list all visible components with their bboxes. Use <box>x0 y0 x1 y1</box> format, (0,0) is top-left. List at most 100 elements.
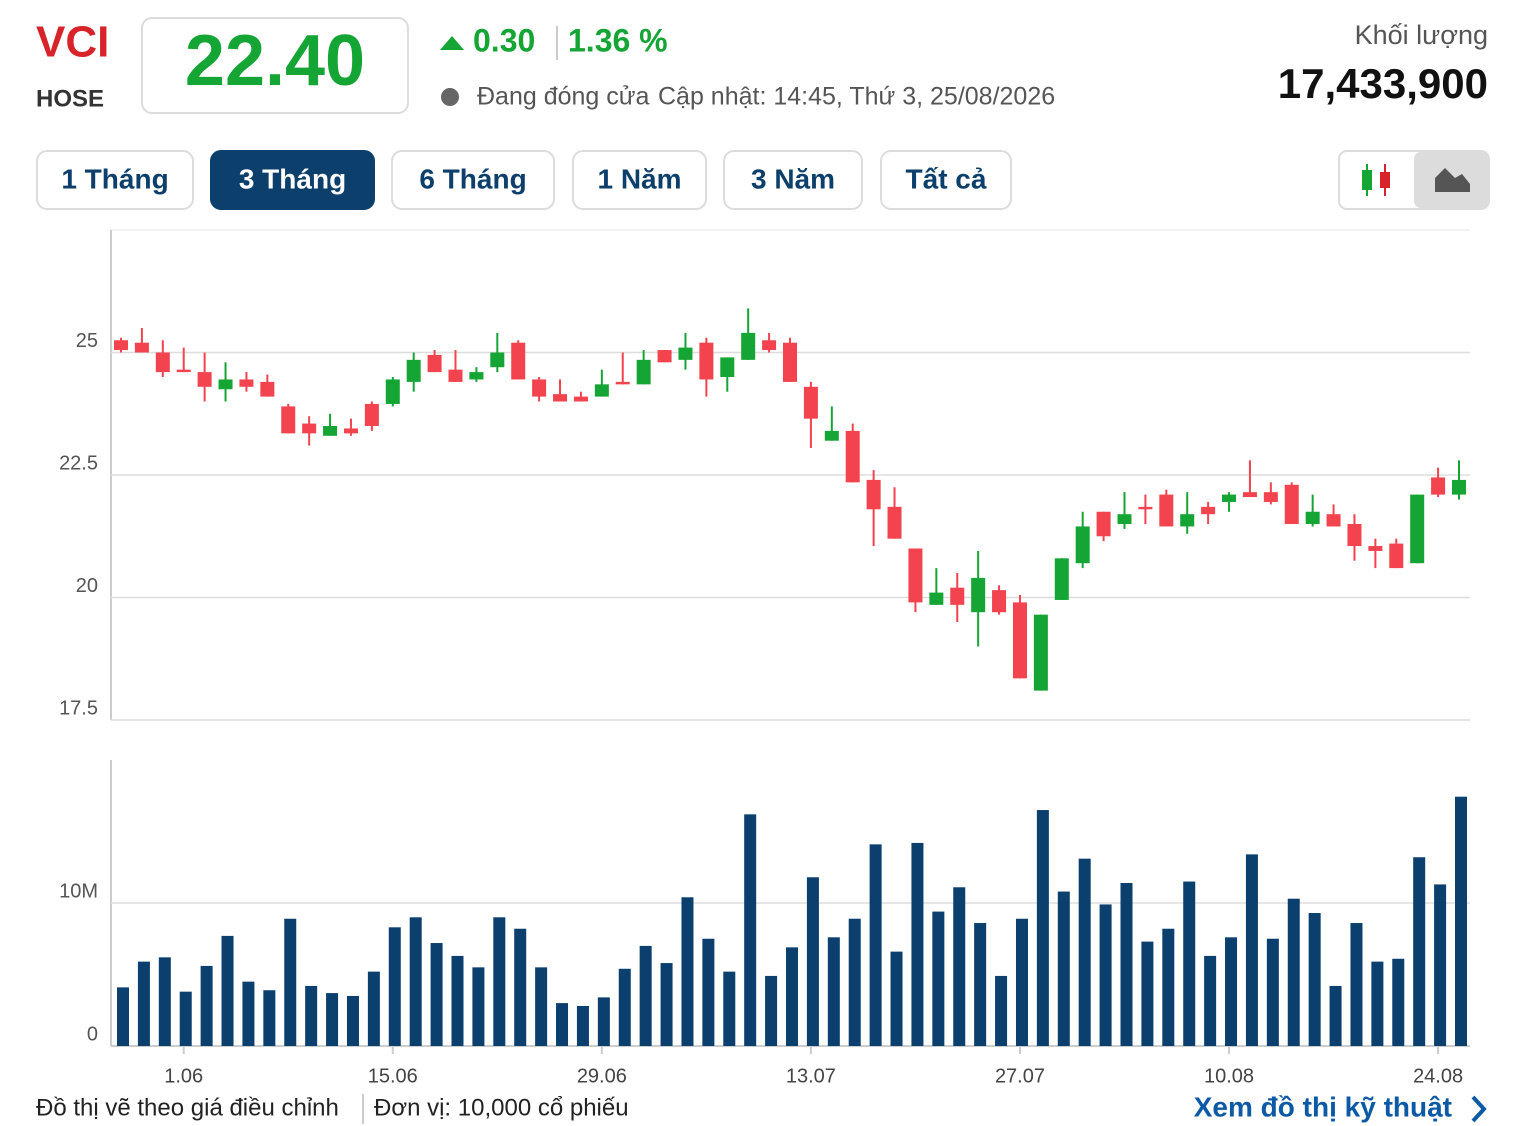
icon-area <box>1435 168 1470 192</box>
volume-bar <box>932 911 945 1046</box>
volume-bar <box>1078 858 1091 1046</box>
volume-bar <box>1245 854 1258 1046</box>
tab-button[interactable] <box>572 150 707 210</box>
volume-bar <box>702 938 715 1046</box>
volume-bar <box>1434 884 1447 1046</box>
exchange: HOSE <box>36 85 104 112</box>
y-tick-label: 20 <box>76 575 98 597</box>
candle-body <box>532 379 547 397</box>
candle-body <box>260 381 275 397</box>
candle-body <box>1347 524 1362 547</box>
tab[interactable]: 3 Năm <box>723 150 863 210</box>
status-dot <box>441 88 459 106</box>
candle-body <box>469 372 484 380</box>
tab-label[interactable]: 1 Tháng <box>61 163 168 194</box>
x-tick-label: 24.08 <box>1413 1065 1463 1087</box>
volume-bar <box>1120 882 1133 1046</box>
tab[interactable]: 1 Tháng <box>36 150 194 210</box>
volume-bar <box>388 927 401 1046</box>
tab-button[interactable] <box>210 150 375 210</box>
status: Đang đóng cửa <box>477 83 650 111</box>
candle-body <box>364 403 379 426</box>
tab[interactable]: 3 Tháng <box>210 150 375 210</box>
candle-body <box>1180 514 1195 527</box>
volume-bar <box>1162 928 1175 1046</box>
volume-bar <box>639 945 652 1046</box>
volume-bar <box>1287 898 1300 1046</box>
ticker: VCI <box>36 18 109 67</box>
volume-bar <box>137 961 150 1046</box>
candle-body <box>1012 602 1027 679</box>
candle-body <box>699 342 714 380</box>
candle-body <box>1389 543 1404 569</box>
tab-button[interactable] <box>723 150 863 210</box>
volume-bar <box>221 935 234 1046</box>
volume-bar <box>953 887 966 1046</box>
tab-label[interactable]: 6 Tháng <box>419 163 526 194</box>
candle-body <box>406 359 421 382</box>
change: 0.30 <box>473 22 535 58</box>
tab-label[interactable]: 3 Tháng <box>239 163 346 194</box>
volume-bar <box>242 981 255 1046</box>
volume-bar <box>1371 961 1384 1046</box>
volume-bar <box>911 842 924 1046</box>
x-tick-label: 15.06 <box>368 1065 418 1087</box>
volume-bar <box>1392 958 1405 1046</box>
tab-button[interactable] <box>391 150 555 210</box>
volume-bar <box>1329 985 1342 1046</box>
candle-body <box>197 372 212 387</box>
y-tick-label: 22.5 <box>59 452 98 474</box>
candle-body <box>1284 484 1299 524</box>
price: 22.40 <box>185 21 365 101</box>
volume-bar <box>1141 941 1154 1046</box>
candle-body <box>1326 514 1341 527</box>
volume-bar <box>514 928 527 1046</box>
tab-button[interactable] <box>880 150 1012 210</box>
volume-bar <box>681 897 694 1046</box>
volume-bar <box>1204 955 1217 1046</box>
candle-body <box>448 369 463 382</box>
tab-label[interactable]: 1 Năm <box>597 163 681 194</box>
volume-bar <box>451 955 464 1046</box>
tab[interactable]: 6 Tháng <box>391 150 555 210</box>
candle-body <box>866 479 881 510</box>
candle-body <box>1431 477 1446 495</box>
x-tick-label: 27.07 <box>995 1065 1045 1087</box>
tab[interactable]: 1 Năm <box>572 150 707 210</box>
candle-body <box>1075 526 1090 564</box>
tech-link[interactable]: Xem đồ thị kỹ thuật <box>1194 1091 1487 1122</box>
volume-bar <box>409 917 422 1046</box>
volume-bar <box>326 993 339 1046</box>
candle-body <box>636 359 651 385</box>
link-text[interactable]: Xem đồ thị kỹ thuật <box>1194 1091 1452 1122</box>
candle-body <box>302 423 317 434</box>
candle-body <box>553 394 568 402</box>
candle-body <box>176 369 191 373</box>
volume-bar <box>618 968 631 1046</box>
tab-label[interactable]: Tất cả <box>906 163 987 194</box>
volume-bar <box>765 975 778 1046</box>
candle-body <box>385 379 400 404</box>
candle-body <box>1033 614 1048 691</box>
y-tick-label: 17.5 <box>59 697 98 719</box>
candle-body <box>511 342 526 380</box>
tab-button[interactable] <box>36 150 194 210</box>
price-box <box>141 17 409 114</box>
tab-label[interactable]: 3 Năm <box>751 163 835 194</box>
volume-bar <box>848 918 861 1046</box>
candle-body <box>323 426 338 436</box>
chart-toggle[interactable] <box>1338 150 1490 210</box>
candle-body <box>1410 494 1425 564</box>
candle-body <box>824 430 839 441</box>
updated: Cập nhật: 14:45, Thứ 3, 25/08/2026 <box>658 83 1055 111</box>
candle-body <box>1138 506 1153 510</box>
candle-body <box>908 548 923 603</box>
candle-body <box>1368 546 1383 551</box>
volume-bar <box>660 963 673 1046</box>
volume-bar <box>1413 857 1426 1046</box>
candle-body <box>134 342 149 353</box>
volume-bar <box>786 947 798 1046</box>
tab[interactable]: Tất cả <box>880 150 1012 210</box>
candle-body <box>762 340 777 351</box>
x-tick-label: 10.08 <box>1204 1065 1254 1087</box>
